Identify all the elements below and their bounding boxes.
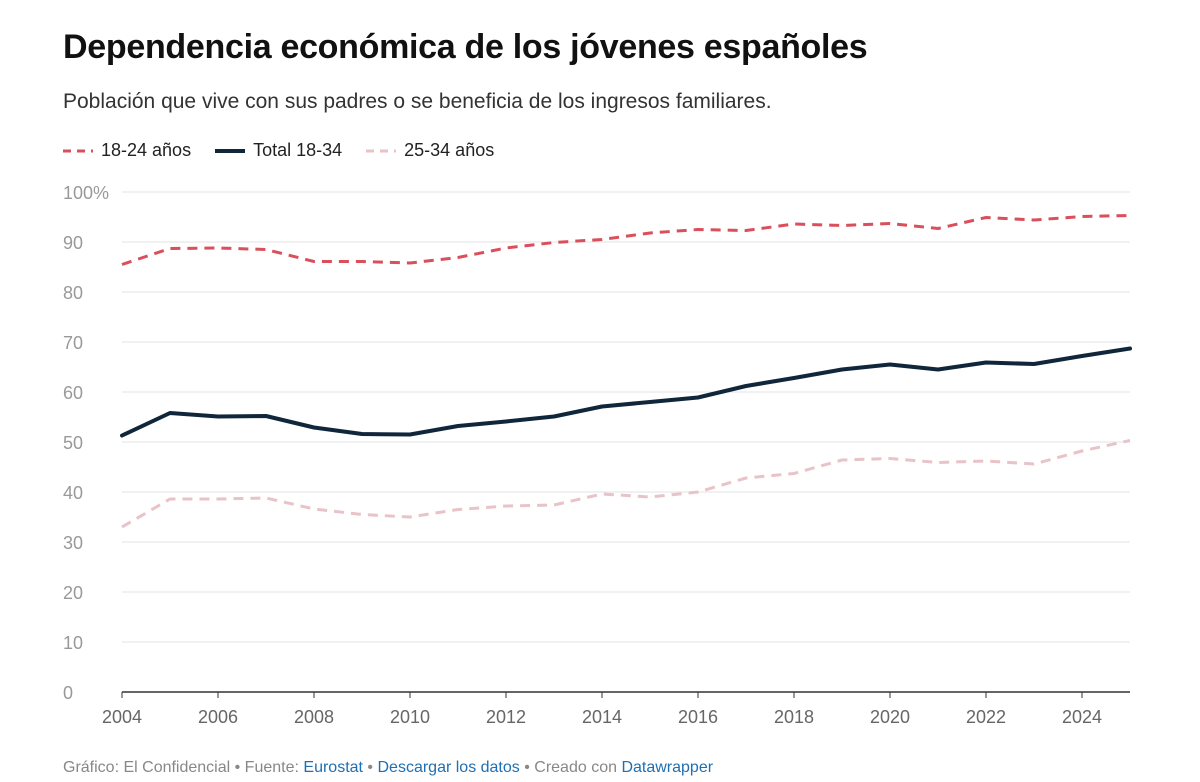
legend-item-total: Total 18-34 <box>215 140 342 161</box>
y-tick-label: 90 <box>63 233 83 253</box>
legend-swatch-18-24 <box>63 149 93 152</box>
chart-subtitle: Población que vive con sus padres o se b… <box>63 90 772 113</box>
legend-item-25-34: 25-34 años <box>366 140 494 161</box>
footer-created-with: • Creado con <box>519 759 622 776</box>
y-tick-label: 10 <box>63 633 83 653</box>
footer-credit: Gráfico: El Confidencial • Fuente: <box>63 759 304 776</box>
x-tick-label: 2016 <box>678 707 718 727</box>
y-tick-label: 70 <box>63 333 83 353</box>
x-tick-label: 2004 <box>102 707 142 727</box>
y-tick-label: 60 <box>63 383 83 403</box>
x-tick-label: 2020 <box>870 707 910 727</box>
series-line-18-24-a-os <box>121 214 1131 266</box>
x-tick-label: 2022 <box>966 707 1006 727</box>
y-tick-label: 40 <box>63 483 83 503</box>
x-tick-label: 2008 <box>294 707 334 727</box>
line-chart: 0 10 20 30 40 50 60 70 80 90 100% 2004 2006 2008 2010 2… <box>63 183 1132 727</box>
legend-swatch-25-34 <box>366 149 397 152</box>
x-tick-label: 2006 <box>198 707 238 727</box>
chart-footer: Gráfico: El Confidencial • Fuente: Euros… <box>63 759 713 777</box>
legend-label-25-34: 25-34 años <box>404 140 495 160</box>
x-tick-label: 2012 <box>486 707 526 727</box>
series-line-25-34-a-os <box>121 439 1131 529</box>
legend-label-total: Total 18-34 <box>253 140 343 160</box>
x-tick-label: 2024 <box>1062 707 1102 727</box>
y-tick-label: 20 <box>63 583 83 603</box>
legend-label-18-24: 18-24 años <box>101 140 192 160</box>
series-line-total-18-34 <box>120 346 1132 438</box>
datawrapper-link[interactable]: Datawrapper <box>621 759 714 776</box>
y-tick-label: 0 <box>63 683 73 703</box>
y-tick-label: 50 <box>63 433 83 453</box>
source-link[interactable]: Eurostat <box>303 759 363 776</box>
download-data-link[interactable]: Descargar los datos <box>377 759 520 776</box>
y-tick-label: 100% <box>63 183 109 203</box>
x-tick-label: 2018 <box>774 707 814 727</box>
footer-separator: • <box>362 759 378 776</box>
y-tick-label: 80 <box>63 283 83 303</box>
legend-item-18-24: 18-24 años <box>63 140 191 161</box>
chart-legend: 18-24 años Total 18-34 25-34 años <box>63 140 494 161</box>
legend-swatch-total <box>215 148 246 153</box>
chart-title: Dependencia económica de los jóvenes esp… <box>63 28 868 66</box>
x-tick-label: 2010 <box>390 707 430 727</box>
x-tick-label: 2014 <box>582 707 622 727</box>
y-tick-label: 30 <box>63 533 83 553</box>
